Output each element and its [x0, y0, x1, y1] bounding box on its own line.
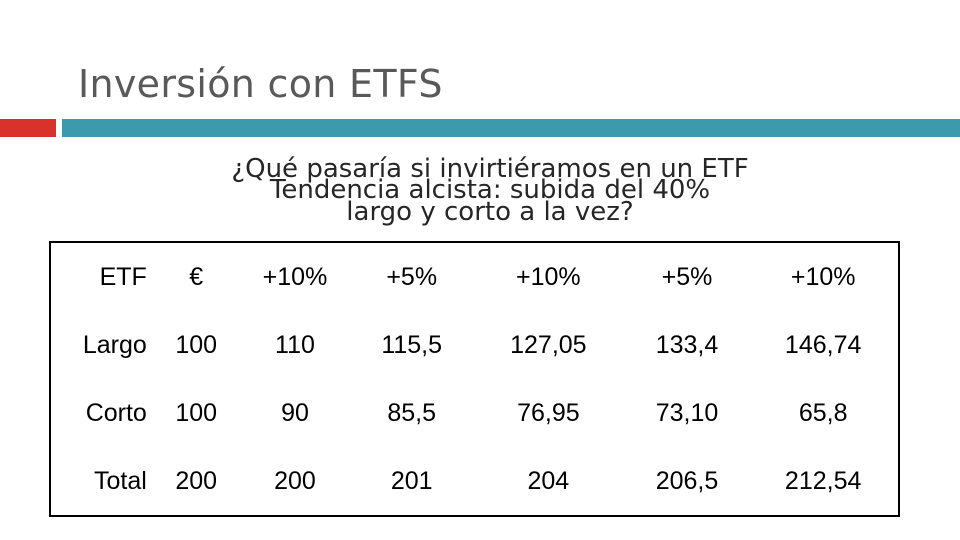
table-cell: 90 [281, 398, 309, 427]
accent-bar-teal [62, 119, 960, 137]
slide-title: Inversión con ETFS [78, 62, 443, 106]
table-cell: 206,5 [655, 466, 719, 495]
table-cell: 65,8 [798, 398, 848, 427]
table-cell: 76,95 [517, 398, 580, 427]
row-label: Largo [82, 330, 147, 359]
table-cell: 115,5 [381, 330, 443, 359]
table-cell: 127,05 [510, 330, 587, 359]
trend-text: Tendencia alcista: subida del 40% [269, 175, 711, 205]
table-cell: 200 [274, 466, 316, 495]
accent-bar-red [0, 119, 56, 137]
table-row: Corto 100 90 85,5 76,95 73,10 65,8 [50, 379, 899, 447]
table-row: Total 200 200 201 204 206,5 212,54 [50, 447, 899, 516]
etf-table: ETF € +10% +5% +10% +5% +10% Largo 100 1… [49, 241, 900, 517]
row-label: Corto [85, 398, 147, 427]
header-cell: ETF [99, 262, 147, 291]
table-cell: 133,4 [655, 330, 719, 359]
row-label: Total [94, 466, 147, 495]
table-cell: 146,74 [784, 330, 862, 359]
header-cell: +5% [661, 262, 713, 291]
table-header-row: ETF € +10% +5% +10% +5% +10% [50, 242, 899, 311]
header-cell: +10% [790, 262, 856, 291]
table-cell: 212,54 [784, 466, 862, 495]
table-cell: 100 [175, 398, 218, 427]
table-cell: 204 [527, 466, 570, 495]
header-cell: +5% [386, 262, 438, 291]
table-cell: 200 [175, 466, 218, 495]
table-row: Largo 100 110 115,5 127,05 133,4 146,74 [50, 311, 899, 379]
header-cell: € [189, 262, 204, 291]
question-text-continued: largo y corto a la vez? [346, 197, 634, 227]
table-cell: 201 [390, 466, 433, 495]
question-text: ¿Qué pasaría si invirtiéramos en un ETF [231, 154, 749, 184]
table-cell: 100 [175, 330, 218, 359]
header-cell: +10% [516, 262, 581, 291]
table-cell: 85,5 [387, 398, 437, 427]
table-cell: 73,10 [655, 398, 719, 427]
header-cell: +10% [262, 262, 328, 291]
table-cell: 110 [275, 330, 315, 359]
